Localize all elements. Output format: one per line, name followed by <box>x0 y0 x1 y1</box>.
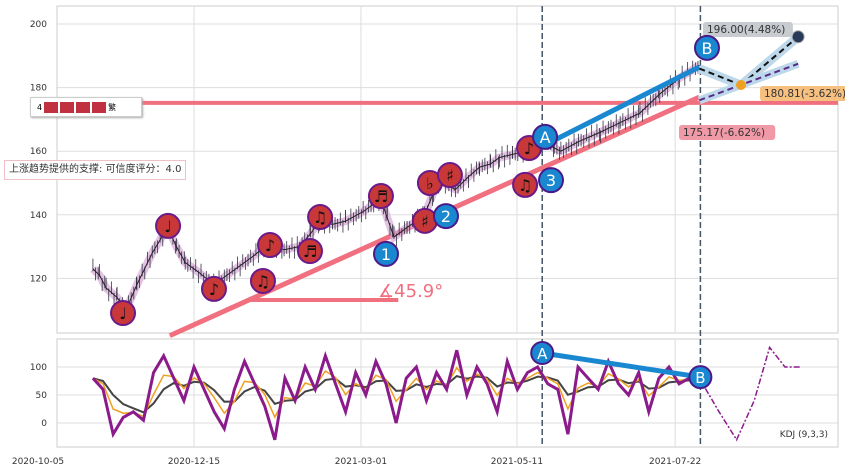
kdj-point-label: A <box>537 345 548 363</box>
kdj-point-label: B <box>695 369 705 387</box>
y-tick-label: 200 <box>30 20 47 30</box>
note-marker <box>296 238 323 265</box>
kdj-k-line <box>92 366 690 419</box>
point-marker-1 <box>373 240 400 267</box>
note-marker-glyph: ♩ <box>164 217 172 236</box>
note-marker-glyph: ♪ <box>265 236 275 255</box>
note-marker <box>249 267 276 294</box>
point-marker-label: B <box>701 39 712 58</box>
note-marker-glyph: ♬ <box>303 242 317 261</box>
angle-label: ∡45.9° <box>378 281 443 302</box>
point-marker-label: 2 <box>441 207 451 226</box>
forecast-line <box>740 35 799 86</box>
legend-extra: 繁 <box>108 102 117 112</box>
forecast-up-label: 196.00(4.48%) <box>707 24 785 36</box>
note-marker-glyph: ♫ <box>313 208 327 227</box>
kdj-point-marker-A <box>530 341 555 365</box>
legend-icon <box>44 101 59 113</box>
legend-icon <box>92 101 107 113</box>
y-tick-label: 140 <box>30 211 47 221</box>
note-marker-glyph: ♪ <box>209 280 219 299</box>
kdj-panel <box>56 338 839 448</box>
x-tick-label: 2020-12-15 <box>168 457 220 467</box>
y-tick-label: 160 <box>30 147 47 157</box>
kdj-ab-line <box>541 350 701 380</box>
note-marker <box>155 212 182 239</box>
legend-count: 4 <box>37 102 43 112</box>
ab-trend-line <box>543 64 701 148</box>
note-marker-glyph: ♫ <box>518 176 532 195</box>
forecast-purple-line <box>698 62 799 102</box>
kdj-y-tick-label: 50 <box>36 391 48 401</box>
kdj-label: KDJ (9,3,3) <box>780 430 828 440</box>
forecast-up-label-bg <box>703 22 793 37</box>
note-marker <box>257 232 284 259</box>
forecast-mid-marker <box>736 80 747 91</box>
legend-icon <box>76 101 91 113</box>
note-marker <box>110 300 137 327</box>
kdj-forecast-line <box>698 345 801 442</box>
x-tick-label: 2021-07-22 <box>649 457 701 467</box>
point-marker-A <box>532 123 559 150</box>
note-marker-glyph: ♫ <box>256 272 270 291</box>
note-marker <box>200 275 227 302</box>
x-tick-label: 2021-03-01 <box>335 457 387 467</box>
point-marker-label: 1 <box>381 245 391 264</box>
note-marker-glyph: ♪ <box>524 139 534 158</box>
kdj-j-line <box>91 349 690 441</box>
note-marker-glyph: ♭ <box>426 174 434 193</box>
y-tick-label: 120 <box>30 274 47 284</box>
note-marker <box>307 204 334 231</box>
forecast-target-marker <box>791 30 805 44</box>
note-marker-glyph: ♯ <box>421 212 429 231</box>
y-tick-label: 180 <box>30 84 47 94</box>
point-marker-3 <box>537 167 564 194</box>
forecast-line <box>698 67 742 86</box>
note-marker <box>512 171 539 198</box>
x-tick-label: 2021-05-11 <box>491 457 543 467</box>
note-marker <box>367 183 394 210</box>
price-line <box>92 64 700 312</box>
forecast-mid-label-bg <box>760 86 845 101</box>
kdj-d-line <box>92 375 690 414</box>
point-marker-label: A <box>540 128 551 147</box>
note-marker-glyph: ♬ <box>374 187 388 206</box>
kdj-point-marker-B <box>688 365 713 390</box>
point-marker-2 <box>432 203 459 230</box>
note-marker-glyph: ♯ <box>446 166 454 185</box>
forecast-mid-label: 180.81(-3.62%) <box>764 88 845 100</box>
point-marker-B <box>693 34 720 61</box>
note-marker-glyph: ♩ <box>119 304 127 323</box>
x-tick-label: 2020-10-05 <box>12 457 64 467</box>
forecast-low-label-bg <box>679 125 776 140</box>
legend-box: 4 繁 <box>30 97 142 117</box>
forecast-low-label: 175.17(-6.62%) <box>683 127 765 139</box>
legend-icon <box>60 101 75 113</box>
note-marker <box>436 162 463 189</box>
kdj-y-tick-label: 0 <box>41 419 47 429</box>
support-callout: 上涨趋势提供的支撑: 可信度评分：4.0 <box>4 160 187 180</box>
point-marker-label: 3 <box>546 171 556 190</box>
kdj-y-tick-label: 100 <box>30 363 47 373</box>
